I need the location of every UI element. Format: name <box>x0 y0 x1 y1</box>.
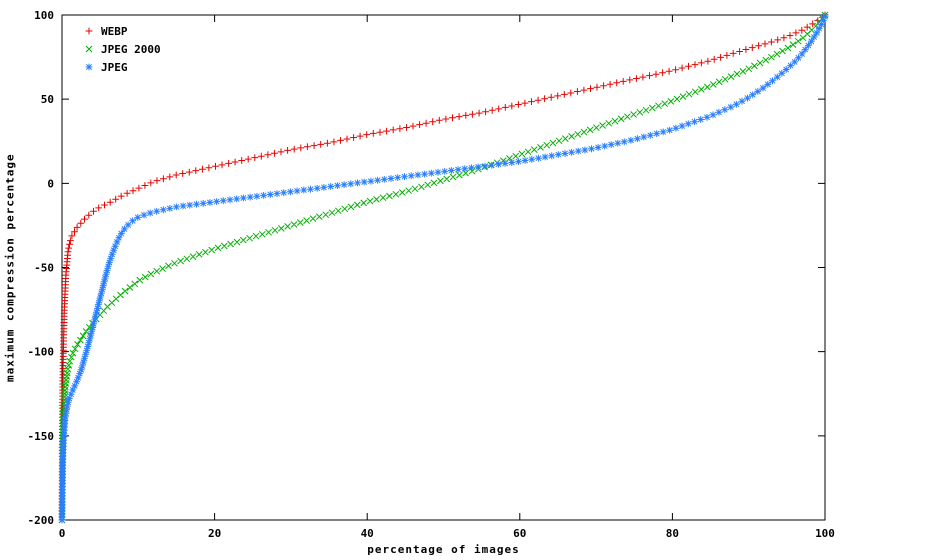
x-axis-title: percentage of images <box>367 543 520 556</box>
x-tick-label: 60 <box>513 527 526 540</box>
legend-label: WEBP <box>101 25 128 38</box>
x-tick-label: 80 <box>666 527 679 540</box>
plot-border <box>61 14 826 521</box>
y-tick-label: 0 <box>47 177 54 190</box>
series-webp <box>58 11 829 524</box>
axis-ticks <box>61 14 826 521</box>
series-jpeg <box>58 13 829 524</box>
x-tick-label: 20 <box>208 527 221 540</box>
series-jpeg-2000 <box>58 11 829 524</box>
y-tick-label: -150 <box>28 430 55 443</box>
legend-marker-cross <box>85 45 93 53</box>
legend-label: JPEG 2000 <box>101 43 161 56</box>
legend-label: JPEG <box>101 61 128 74</box>
y-axis-title: maximum compression percentage <box>3 153 17 382</box>
y-tick-label: 50 <box>41 93 54 106</box>
y-tick-label: -100 <box>28 346 55 359</box>
y-tick-label: 100 <box>34 9 54 22</box>
x-tick-label: 40 <box>361 527 374 540</box>
x-tick-label: 100 <box>815 527 835 540</box>
x-tick-label: 0 <box>59 527 66 540</box>
y-tick-label: -50 <box>34 262 54 275</box>
legend-marker-plus <box>85 27 93 35</box>
tick-labels: 0 20 40 60 80 100 -200 -150 -100 -50 0 50 100 <box>28 9 835 540</box>
y-tick-label: -200 <box>28 514 55 527</box>
legend-marker-asterisk <box>85 63 93 71</box>
legend: WEBP JPEG 2000 JPEG <box>85 25 161 74</box>
